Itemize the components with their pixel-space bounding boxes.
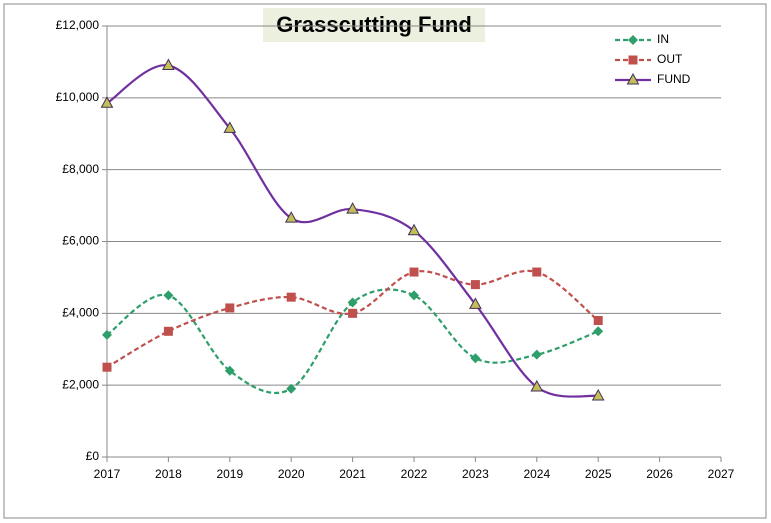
- y-tick-label: £2,000: [62, 377, 99, 391]
- x-tick-label: 2017: [94, 467, 121, 481]
- y-tick-label: £4,000: [62, 306, 99, 320]
- x-tick-label: 2022: [401, 467, 428, 481]
- x-tick-label: 2023: [462, 467, 489, 481]
- point: [225, 303, 235, 313]
- point: [162, 58, 175, 71]
- point: [470, 353, 481, 364]
- legend-marker: [628, 35, 638, 45]
- y-tick-label: £12,000: [56, 18, 100, 32]
- point: [100, 96, 114, 108]
- point: [346, 202, 359, 214]
- point: [591, 388, 605, 401]
- legend-label: IN: [657, 32, 669, 46]
- legend-marker: [628, 55, 638, 65]
- point: [409, 267, 419, 277]
- point: [348, 308, 358, 318]
- title-box: [263, 8, 485, 42]
- x-tick-label: 2020: [278, 467, 305, 481]
- chart-frame: [3, 3, 767, 519]
- point: [530, 379, 544, 392]
- point: [469, 297, 482, 309]
- x-tick-label: 2027: [708, 467, 735, 481]
- point: [224, 365, 235, 376]
- chart-title: Grasscutting Fund: [276, 12, 472, 37]
- point: [593, 326, 604, 337]
- y-tick-label: £8,000: [62, 162, 99, 176]
- x-tick-label: 2021: [339, 467, 366, 481]
- point: [286, 383, 297, 394]
- point: [102, 329, 112, 340]
- point: [284, 211, 298, 223]
- x-tick-label: 2025: [585, 467, 612, 481]
- point: [409, 290, 419, 301]
- point: [532, 267, 542, 277]
- legend-label: FUND: [657, 72, 691, 86]
- y-tick-label: £10,000: [56, 90, 100, 104]
- point: [163, 290, 174, 301]
- x-tick-label: 2026: [646, 467, 673, 481]
- series-line: [106, 269, 599, 369]
- point: [470, 280, 480, 290]
- point: [407, 223, 421, 236]
- x-tick-label: 2024: [523, 467, 550, 481]
- point: [593, 316, 603, 326]
- legend: IN OUT FUND: [615, 32, 691, 86]
- point: [163, 326, 173, 336]
- series-line: [106, 288, 599, 394]
- y-tick-label: £6,000: [62, 234, 99, 248]
- point: [286, 292, 296, 302]
- point: [531, 349, 542, 360]
- x-tick-label: 2019: [216, 467, 243, 481]
- y-tick-label: £0: [86, 449, 100, 463]
- point: [102, 362, 112, 372]
- x-tick-label: 2018: [155, 467, 182, 481]
- point: [347, 297, 358, 308]
- legend-marker: [626, 72, 640, 85]
- legend-label: OUT: [657, 52, 683, 66]
- point: [223, 121, 237, 133]
